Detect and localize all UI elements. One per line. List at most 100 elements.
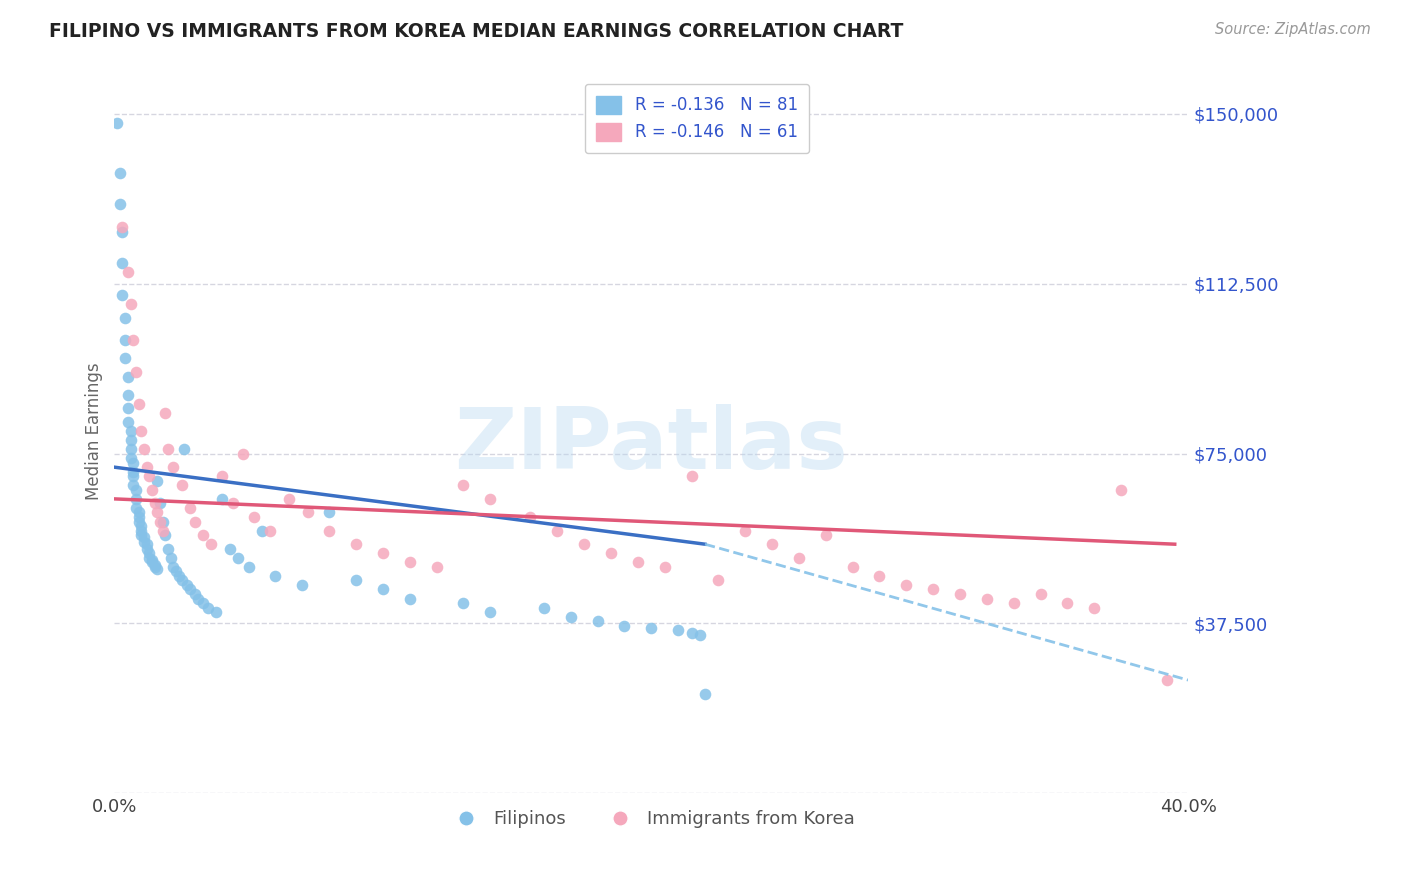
- Point: [681, 625, 703, 640]
- Point: [250, 524, 273, 538]
- Point: [122, 465, 145, 479]
- Point: [243, 510, 266, 524]
- Point: [132, 442, 155, 456]
- Point: [146, 562, 169, 576]
- Point: [693, 687, 716, 701]
- Point: [155, 406, 177, 420]
- Point: [111, 256, 134, 270]
- Point: [149, 496, 172, 510]
- Point: [128, 515, 150, 529]
- Point: [165, 565, 187, 579]
- Point: [125, 500, 148, 515]
- Point: [689, 628, 711, 642]
- Point: [141, 553, 163, 567]
- Point: [586, 614, 609, 628]
- Point: [191, 596, 214, 610]
- Point: [155, 528, 177, 542]
- Point: [143, 496, 166, 510]
- Point: [138, 546, 160, 560]
- Point: [453, 478, 475, 492]
- Point: [297, 506, 319, 520]
- Text: Source: ZipAtlas.com: Source: ZipAtlas.com: [1215, 22, 1371, 37]
- Point: [211, 469, 233, 483]
- Point: [125, 483, 148, 497]
- Point: [120, 433, 142, 447]
- Point: [128, 510, 150, 524]
- Point: [179, 500, 201, 515]
- Point: [734, 524, 756, 538]
- Point: [132, 535, 155, 549]
- Point: [572, 537, 595, 551]
- Point: [681, 469, 703, 483]
- Point: [666, 624, 689, 638]
- Point: [129, 528, 152, 542]
- Point: [129, 424, 152, 438]
- Point: [519, 510, 541, 524]
- Point: [191, 528, 214, 542]
- Point: [132, 530, 155, 544]
- Point: [120, 442, 142, 456]
- Point: [761, 537, 783, 551]
- Point: [129, 519, 152, 533]
- Point: [1002, 596, 1025, 610]
- Point: [167, 569, 190, 583]
- Point: [184, 515, 207, 529]
- Point: [135, 541, 157, 556]
- Point: [654, 559, 676, 574]
- Point: [146, 474, 169, 488]
- Point: [398, 591, 420, 606]
- Point: [105, 116, 128, 130]
- Point: [479, 605, 502, 619]
- Point: [162, 460, 184, 475]
- Point: [152, 515, 174, 529]
- Point: [533, 600, 555, 615]
- Point: [108, 197, 131, 211]
- Point: [841, 559, 863, 574]
- Point: [218, 541, 240, 556]
- Point: [814, 528, 837, 542]
- Point: [114, 334, 136, 348]
- Legend: Filipinos, Immigrants from Korea: Filipinos, Immigrants from Korea: [440, 803, 862, 835]
- Point: [120, 297, 142, 311]
- Point: [560, 609, 582, 624]
- Point: [184, 587, 207, 601]
- Text: FILIPINO VS IMMIGRANTS FROM KOREA MEDIAN EARNINGS CORRELATION CHART: FILIPINO VS IMMIGRANTS FROM KOREA MEDIAN…: [49, 22, 904, 41]
- Point: [211, 491, 233, 506]
- Point: [259, 524, 281, 538]
- Point: [371, 546, 394, 560]
- Point: [318, 524, 340, 538]
- Point: [138, 469, 160, 483]
- Point: [135, 537, 157, 551]
- Point: [122, 469, 145, 483]
- Point: [128, 397, 150, 411]
- Point: [114, 310, 136, 325]
- Point: [226, 550, 249, 565]
- Point: [111, 225, 134, 239]
- Point: [125, 491, 148, 506]
- Point: [200, 537, 222, 551]
- Point: [613, 618, 636, 632]
- Point: [197, 600, 219, 615]
- Point: [264, 569, 287, 583]
- Point: [170, 574, 193, 588]
- Point: [111, 220, 134, 235]
- Point: [117, 415, 139, 429]
- Point: [707, 574, 730, 588]
- Point: [398, 555, 420, 569]
- Point: [238, 559, 260, 574]
- Point: [787, 550, 810, 565]
- Point: [869, 569, 891, 583]
- Point: [157, 442, 180, 456]
- Point: [627, 555, 650, 569]
- Point: [291, 578, 314, 592]
- Point: [111, 288, 134, 302]
- Point: [949, 587, 972, 601]
- Point: [117, 369, 139, 384]
- Point: [125, 365, 148, 379]
- Point: [1029, 587, 1052, 601]
- Point: [179, 582, 201, 597]
- Point: [129, 524, 152, 538]
- Point: [371, 582, 394, 597]
- Point: [344, 574, 367, 588]
- Point: [146, 506, 169, 520]
